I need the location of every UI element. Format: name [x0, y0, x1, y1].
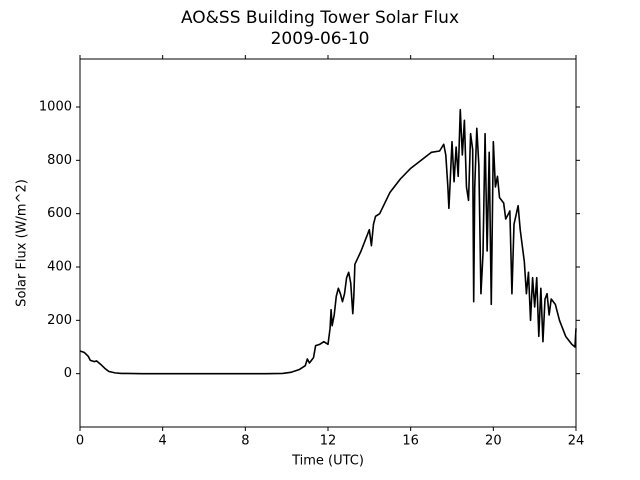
x-tick-label: 4	[159, 434, 167, 449]
y-tick-label: 800	[47, 153, 72, 168]
y-tick-label: 0	[64, 366, 72, 381]
y-axis-label: Solar Flux (W/m^2)	[15, 179, 30, 307]
y-tick-label: 1000	[39, 100, 72, 115]
y-tick-label: 600	[47, 206, 72, 221]
x-axis-label: Time (UTC)	[291, 454, 364, 469]
x-tick-label: 12	[320, 434, 337, 449]
data-line	[79, 108, 577, 375]
plot-frame	[79, 58, 577, 428]
x-tick-label: 24	[568, 434, 585, 449]
chart-title: AO&SS Building Tower Solar Flux	[181, 8, 459, 28]
chart-subtitle: 2009-06-10	[271, 29, 370, 49]
y-tick-label: 400	[47, 260, 72, 275]
x-tick-label: 16	[402, 434, 419, 449]
x-tick-label: 0	[76, 434, 84, 449]
y-tick-label: 200	[47, 313, 72, 328]
x-tick-label: 8	[241, 434, 249, 449]
x-tick-label: 20	[485, 434, 502, 449]
